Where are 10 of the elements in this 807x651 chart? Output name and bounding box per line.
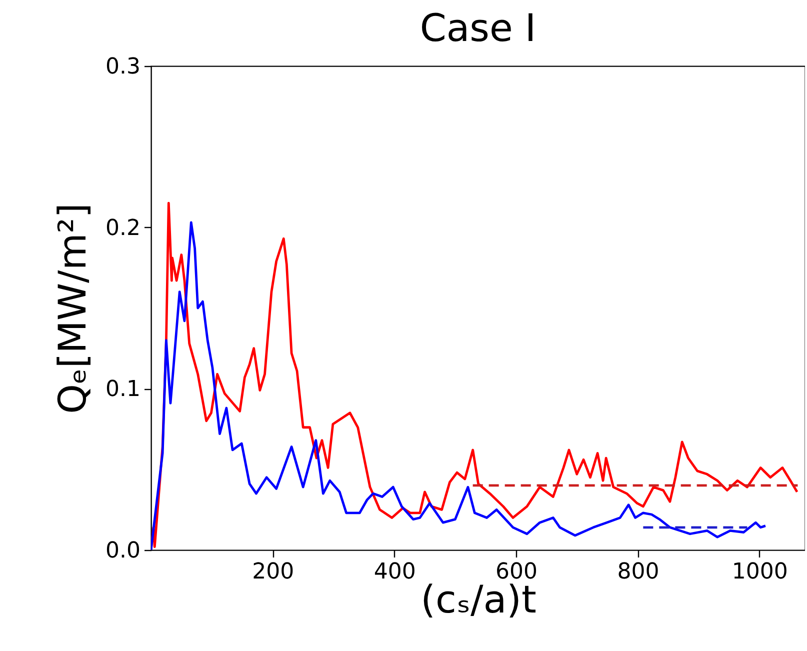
x-tick-label: 200	[252, 560, 294, 584]
chart-title: Case I	[420, 6, 536, 50]
x-tick-label: 400	[374, 560, 416, 584]
x-tick-label: 1000	[732, 560, 788, 584]
y-axis-title: Qₑ[MW/m²]	[50, 203, 95, 414]
y-tick-label: 0.2	[106, 216, 140, 241]
x-tick-label: 800	[617, 560, 660, 584]
y-tick-label: 0.1	[106, 377, 140, 402]
y-tick-label: 0.0	[106, 538, 140, 564]
y-tick-label: 0.3	[106, 54, 140, 80]
